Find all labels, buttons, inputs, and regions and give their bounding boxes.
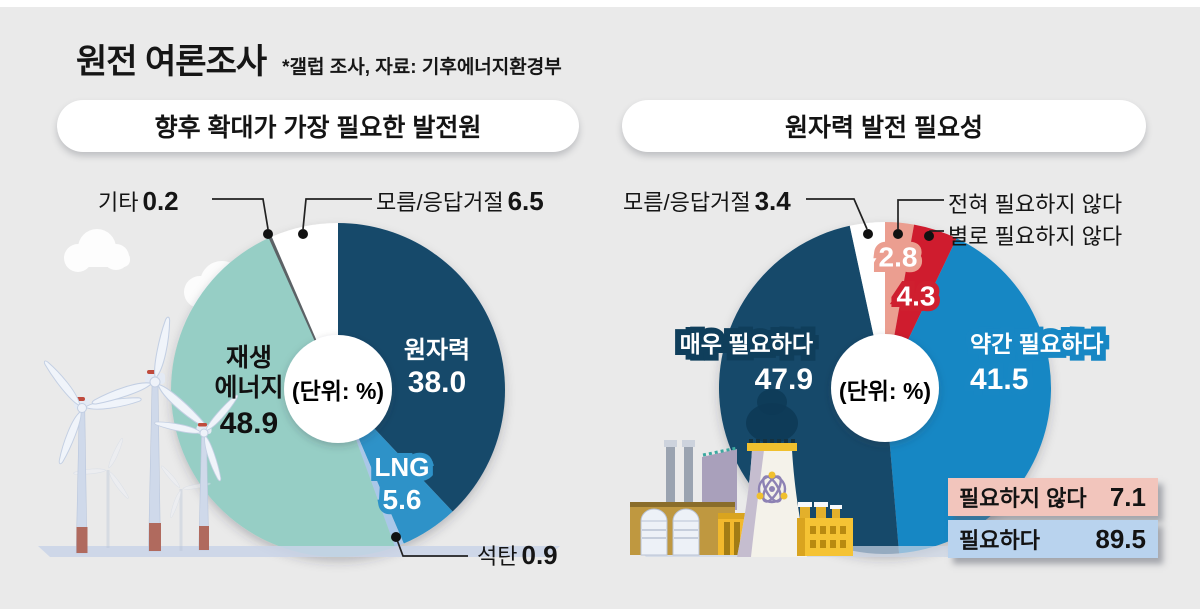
- slice-value-not-really: 4.3: [897, 279, 936, 312]
- leader-dot: [863, 229, 934, 241]
- pie-slice-재생에너지[interactable]: [171, 237, 396, 557]
- right-pie-center-hole: [831, 334, 939, 442]
- slice-label-lng: LNG 5.6: [375, 452, 430, 516]
- steam-plume: [746, 389, 798, 443]
- pie-slice-원자력[interactable]: [338, 223, 506, 512]
- summary-badge-not-needed: 필요하지 않다 7.1: [948, 478, 1158, 516]
- summary-badge-needed: 필요하다 89.5: [948, 520, 1158, 558]
- callout-not-really: 별로 필요하지 않다: [948, 224, 1123, 249]
- callout-etc: 기타 0.2: [98, 186, 179, 216]
- wind-turbine-icon: [3, 305, 272, 554]
- unit-label-left: (단위: %): [291, 378, 385, 404]
- cloud-icon: [64, 229, 130, 272]
- top-white-strip: [0, 0, 1200, 7]
- left-chart-title: 향후 확대가 가장 필요한 발전원: [57, 100, 579, 152]
- left-ground-platform: [38, 546, 560, 557]
- callout-dontknow-right: 모름/응답거절 3.4: [623, 186, 791, 216]
- power-plant-icon: [630, 439, 853, 557]
- callout-dontknow-left: 모름/응답거절 6.5: [376, 186, 544, 216]
- right-chart-title: 원자력 발전 필요성: [622, 100, 1146, 152]
- source-note: *갤럽 조사, 자료: 기후에너지환경부: [282, 57, 562, 78]
- pie-slice-약간 필요하다[interactable]: [885, 238, 1051, 554]
- slice-label-nuclear: 원자력 38.0: [403, 337, 471, 400]
- slice-label-very-necessary: 매우 필요하다 47.9: [680, 331, 814, 398]
- slice-value-not-at-all: 2.8: [879, 240, 918, 273]
- callout-not-at-all: 전혀 필요하지 않다: [948, 192, 1123, 217]
- slice-label-somewhat-necessary: 약간 필요하다 41.5: [970, 331, 1104, 398]
- unit-label-right: (단위: %): [838, 378, 932, 404]
- slice-label-renewable: 재생 에너지 48.9: [214, 344, 284, 440]
- header: 원전 여론조사 *갤럽 조사, 자료: 기후에너지환경부: [76, 34, 562, 83]
- callout-coal: 석탄 0.9: [477, 540, 558, 570]
- page-title: 원전 여론조사: [76, 43, 267, 81]
- leader-dot: [263, 229, 401, 542]
- left-pie-center-hole: [284, 335, 392, 443]
- wind-turbine-icon: [72, 425, 213, 551]
- leader-line: [212, 198, 468, 557]
